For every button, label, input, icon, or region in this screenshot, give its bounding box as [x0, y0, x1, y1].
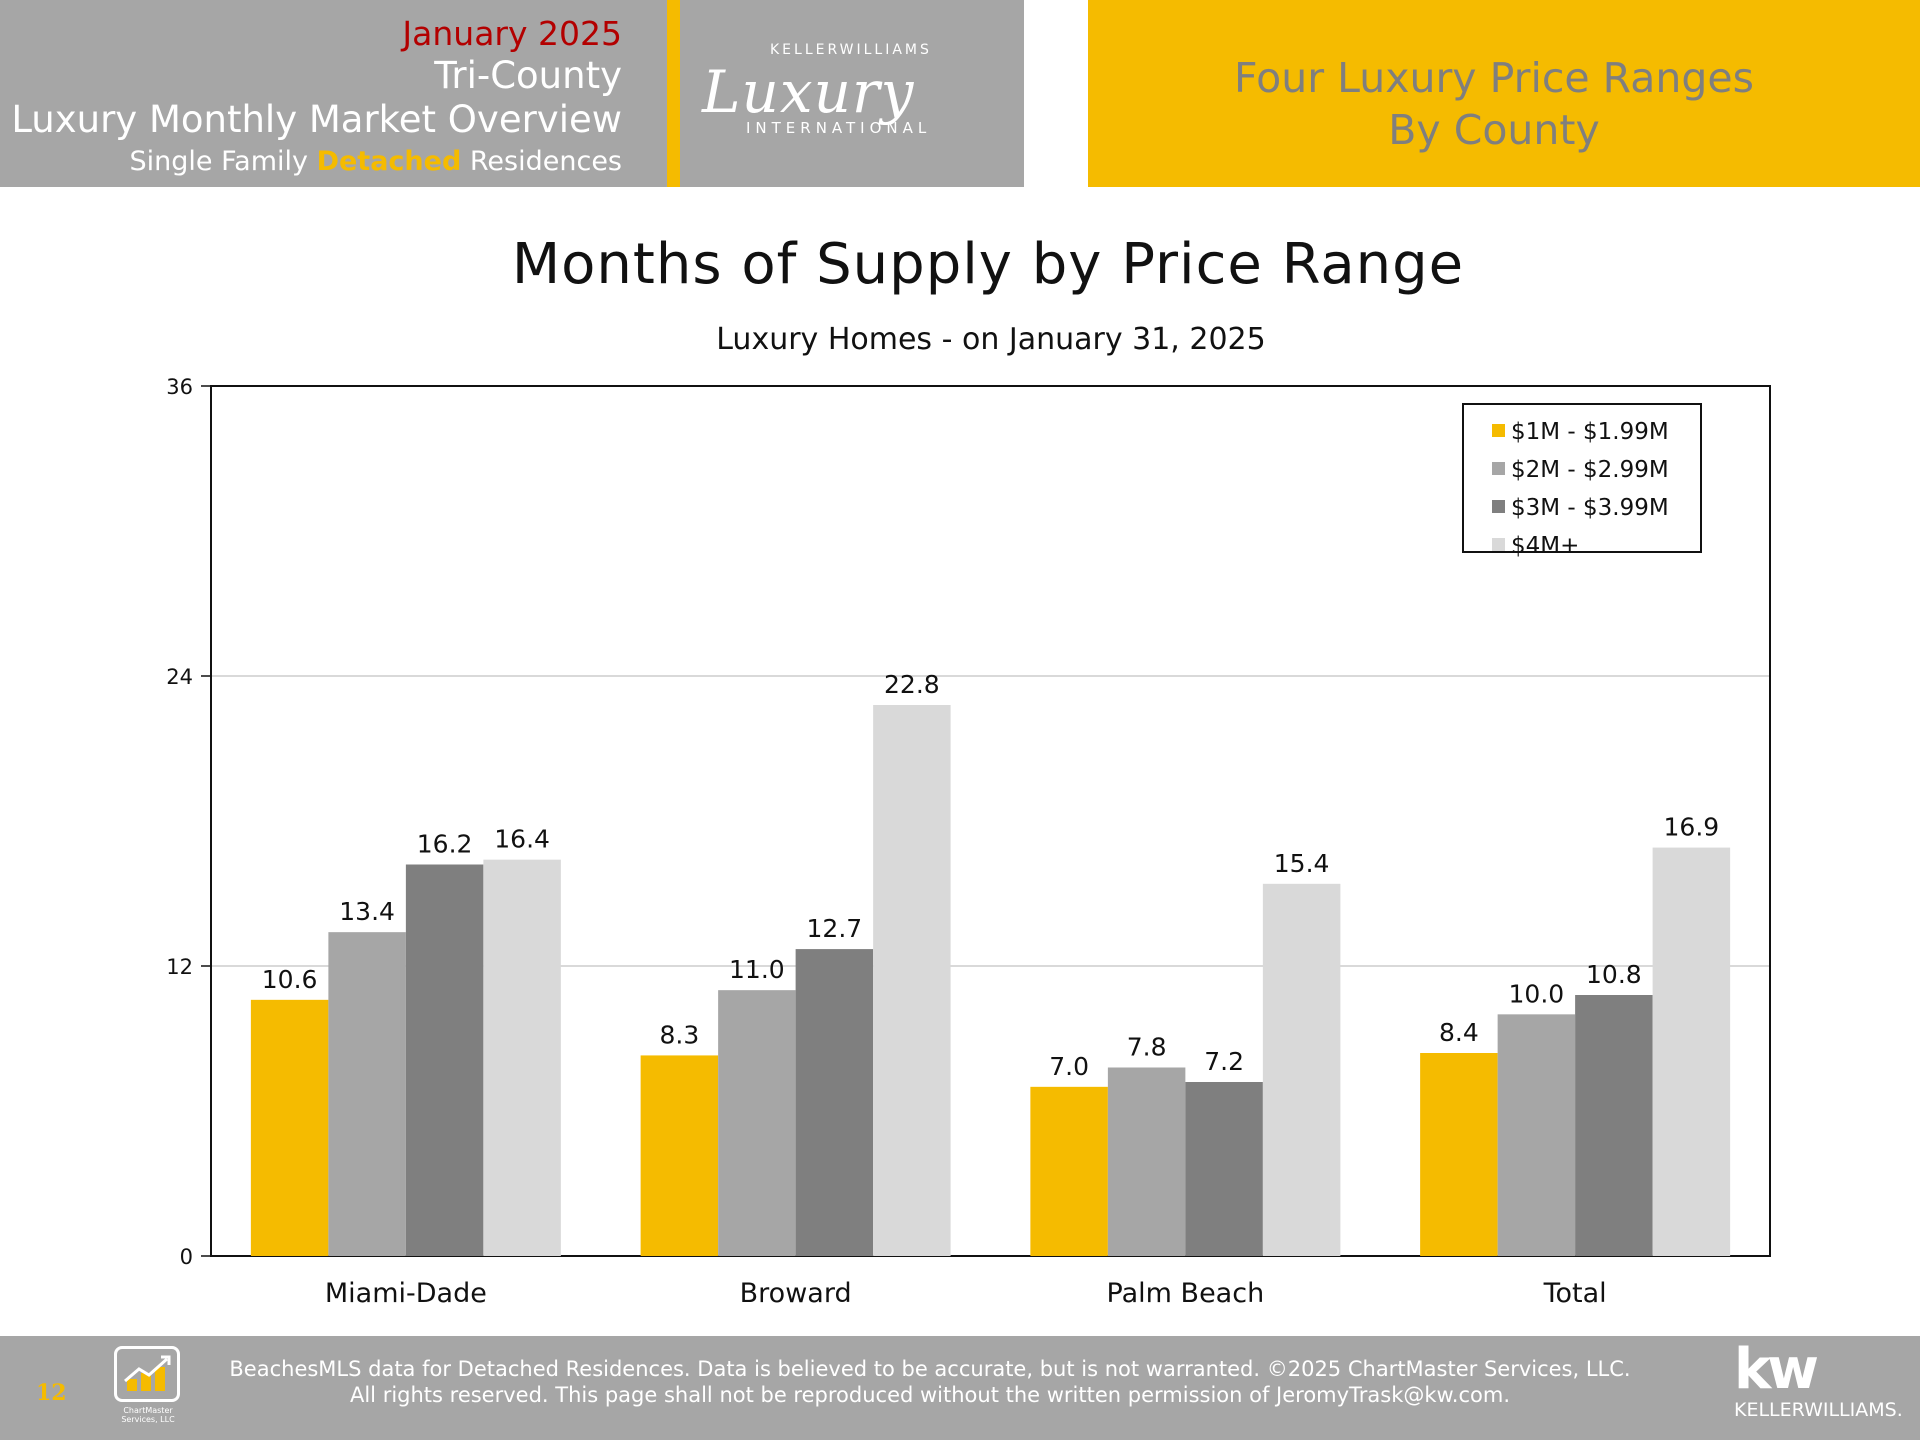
kw-logo-name: KELLERWILLIAMS.	[1734, 1399, 1903, 1421]
legend-swatch	[1492, 462, 1505, 475]
chartmaster-label: ChartMaster Services, LLC	[121, 1406, 175, 1424]
bar-value-label: 22.8	[884, 670, 940, 699]
legend-label: $3M - $3.99M	[1511, 495, 1669, 521]
chart-subtitle: Luxury Homes - on January 31, 2025	[716, 322, 1266, 357]
property-type-highlight: Detached	[316, 146, 462, 177]
footer-disclaimer-line1: BeachesMLS data for Detached Residences.…	[229, 1357, 1631, 1381]
bar	[1575, 995, 1653, 1256]
logo-script-text: Luxury	[702, 58, 915, 126]
bar	[250, 999, 329, 1256]
legend-label: $4M+	[1511, 533, 1580, 559]
bar	[1652, 847, 1731, 1256]
bar	[483, 859, 561, 1256]
bar-value-label: 16.2	[417, 830, 473, 859]
footer-disclaimer-line2: All rights reserved. This page shall not…	[349, 1383, 1511, 1407]
legend-swatch	[1492, 500, 1505, 513]
bar	[640, 1055, 719, 1256]
plot-area-border	[210, 385, 1771, 1257]
header-yellow-panel	[1088, 0, 1920, 187]
section-title-line2: By County	[1388, 106, 1600, 154]
chartmaster-logo: ChartMaster Services, LLC	[112, 1346, 184, 1426]
header-gray-panel	[0, 0, 1024, 187]
x-category-label: Palm Beach	[1107, 1278, 1265, 1309]
bar	[1420, 1053, 1498, 1256]
bar-value-label: 16.9	[1664, 813, 1720, 842]
bar	[405, 864, 484, 1256]
chart-legend: $1M - $1.99M $2M - $2.99M $3M - $3.99M $4M+	[1462, 403, 1702, 559]
section-title-line1: Four Luxury Price Ranges	[1234, 54, 1754, 102]
page-number: 12	[36, 1380, 67, 1406]
section-title: Four Luxury Price Ranges By County	[1088, 52, 1900, 156]
bar-value-label: 8.3	[659, 1020, 699, 1049]
property-type-suffix: Residences	[461, 146, 622, 177]
header-divider	[667, 0, 680, 187]
bar	[1030, 1086, 1108, 1256]
legend-swatch	[1492, 424, 1505, 437]
bar-value-label: 10.8	[1586, 960, 1642, 989]
y-tick-label: 12	[166, 955, 193, 979]
bar-value-label: 8.4	[1439, 1018, 1479, 1047]
footer-bar	[0, 1336, 1920, 1440]
legend-item: $1M - $1.99M	[1492, 413, 1700, 451]
x-category-label: Broward	[740, 1278, 852, 1309]
y-tick-label: 0	[180, 1245, 193, 1269]
report-region: Tri-County	[434, 54, 622, 97]
kw-luxury-logo: KELLERWILLIAMS Luxury INTERNATIONAL	[690, 36, 1020, 146]
kw-logo: kw KELLERWILLIAMS.	[1734, 1337, 1904, 1430]
legend-label: $1M - $1.99M	[1511, 419, 1669, 445]
property-type-prefix: Single Family	[129, 146, 317, 177]
footer-disclaimer: BeachesMLS data for Detached Residences.…	[200, 1356, 1660, 1408]
legend-item: $4M+	[1492, 527, 1700, 565]
legend-item: $3M - $3.99M	[1492, 489, 1700, 527]
legend-item: $2M - $2.99M	[1492, 451, 1700, 489]
bar-value-label: 15.4	[1274, 849, 1330, 878]
bar-chart: 0 12 24 36 10.6 13.4 16.2 16.4 Miami-Dade 8.3 11.0…	[166, 375, 1771, 1309]
bar	[1262, 883, 1341, 1256]
bar-value-label: 11.0	[729, 955, 785, 984]
bar-value-label: 12.7	[807, 914, 863, 943]
bar	[718, 990, 796, 1256]
bar	[1497, 1014, 1576, 1256]
report-title: Luxury Monthly Market Overview	[11, 98, 622, 141]
x-category-label: Miami-Dade	[325, 1278, 487, 1309]
y-tick-label: 36	[166, 375, 193, 399]
bar-value-label: 16.4	[494, 825, 550, 854]
bar-value-label: 10.0	[1509, 979, 1565, 1008]
bar	[328, 932, 406, 1256]
legend-swatch	[1492, 538, 1505, 551]
bar	[795, 949, 874, 1256]
y-tick-label: 24	[166, 665, 193, 689]
bar-value-label: 10.6	[262, 965, 318, 994]
logo-bottom-text: INTERNATIONAL	[746, 119, 932, 137]
x-category-label: Total	[1543, 1278, 1607, 1309]
legend-label: $2M - $2.99M	[1511, 457, 1669, 483]
report-date: January 2025	[402, 14, 622, 53]
kw-logo-mark: kw	[1734, 1337, 1819, 1402]
bar	[1107, 1067, 1186, 1256]
bar-value-label: 7.8	[1127, 1033, 1167, 1062]
bar-value-label: 7.2	[1204, 1047, 1244, 1076]
chartmaster-chart-icon	[114, 1346, 180, 1402]
bar-value-label: 13.4	[339, 897, 395, 926]
report-property-type: Single Family Detached Residences	[130, 146, 622, 177]
bar	[873, 705, 951, 1256]
logo-top-text: KELLERWILLIAMS	[770, 42, 932, 58]
bar-value-label: 7.0	[1049, 1052, 1089, 1081]
bar	[1185, 1082, 1263, 1256]
chart-title: Months of Supply by Price Range	[511, 232, 1465, 297]
